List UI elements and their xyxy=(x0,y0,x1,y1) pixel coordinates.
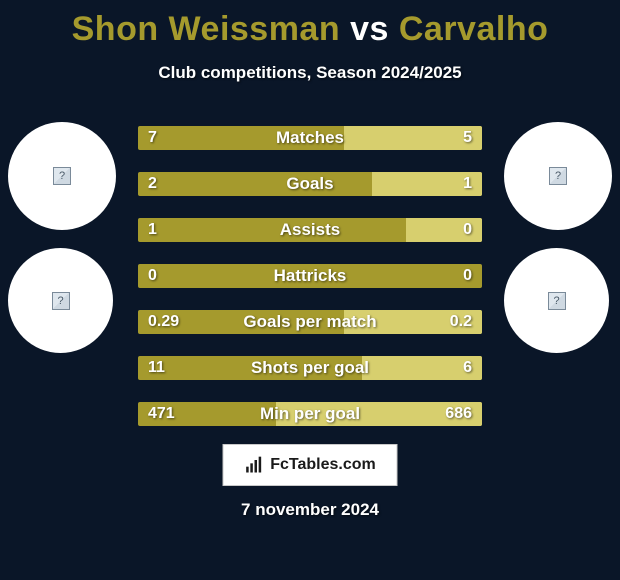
bar-value-left: 471 xyxy=(148,402,175,426)
bar-row: 0 0Hattricks xyxy=(138,264,482,288)
title-vs: vs xyxy=(350,10,389,48)
bar-light-segment xyxy=(362,356,482,380)
bar-row: 0.290.2Goals per match xyxy=(138,310,482,334)
bar-value-left: 1 xyxy=(148,218,157,242)
chart-icon xyxy=(244,455,264,475)
brand-badge: FcTables.com xyxy=(223,444,398,486)
player2-avatar-top xyxy=(504,122,612,230)
broken-image-icon xyxy=(548,292,566,310)
bar-row: 116Shots per goal xyxy=(138,356,482,380)
bar-value-left: 2 xyxy=(148,172,157,196)
bar-value-left: 0.29 xyxy=(148,310,179,334)
bar-row: 471686Min per goal xyxy=(138,402,482,426)
bar-light-segment xyxy=(406,218,482,242)
bar-light-segment xyxy=(372,172,482,196)
comparison-bars: 75Matches 21Goals 10Assists 0 0Hattricks 0.29… xyxy=(138,126,482,426)
title-player1: Shon Weissman xyxy=(72,10,341,48)
player1-avatar-bottom xyxy=(8,248,113,353)
right-avatar-column xyxy=(504,122,612,353)
page-title: Shon Weissman vs Carvalho xyxy=(0,0,620,49)
bar-row: 21Goals xyxy=(138,172,482,196)
bar-light-segment xyxy=(276,402,482,426)
bar-light-segment xyxy=(344,126,482,150)
brand-text: FcTables.com xyxy=(270,456,376,474)
title-player2: Carvalho xyxy=(399,10,549,48)
player2-avatar-bottom xyxy=(504,248,609,353)
bar-value-left: 0 xyxy=(148,264,157,288)
broken-image-icon xyxy=(53,167,71,185)
bar-row: 75Matches xyxy=(138,126,482,150)
player1-avatar-top xyxy=(8,122,116,230)
left-avatar-column xyxy=(8,122,116,353)
bar-value-left: 7 xyxy=(148,126,157,150)
bar-label: Hattricks xyxy=(138,264,482,288)
bar-row: 10Assists xyxy=(138,218,482,242)
bar-value-right: 0 xyxy=(463,264,472,288)
bar-value-left: 11 xyxy=(148,356,165,380)
broken-image-icon xyxy=(52,292,70,310)
broken-image-icon xyxy=(549,167,567,185)
bar-light-segment xyxy=(344,310,482,334)
subtitle: Club competitions, Season 2024/2025 xyxy=(0,63,620,83)
footer-date: 7 november 2024 xyxy=(0,500,620,520)
